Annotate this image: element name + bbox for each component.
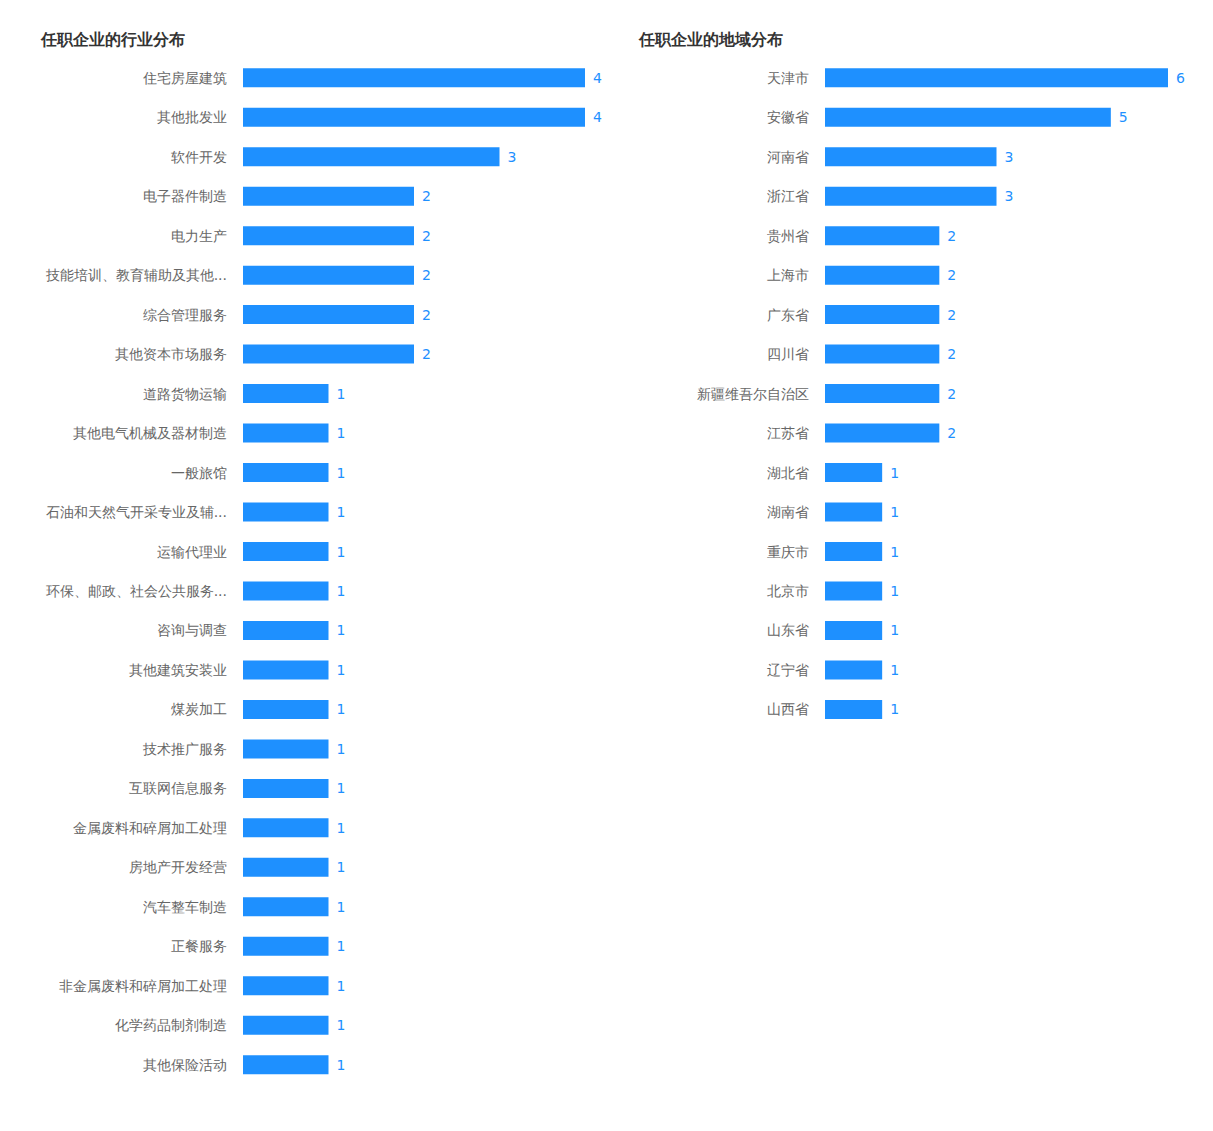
svg-text:1: 1 — [337, 465, 346, 481]
svg-text:2: 2 — [947, 346, 956, 362]
svg-text:1: 1 — [337, 1057, 346, 1073]
svg-text:3: 3 — [1005, 188, 1014, 204]
svg-text:1: 1 — [337, 1017, 346, 1033]
svg-text:道路货物运输: 道路货物运输 — [143, 386, 227, 402]
svg-text:1: 1 — [890, 701, 899, 717]
svg-text:湖北省: 湖北省 — [767, 465, 809, 481]
svg-text:其他建筑安装业: 其他建筑安装业 — [129, 662, 227, 678]
svg-text:1: 1 — [337, 662, 346, 678]
svg-text:汽车整车制造: 汽车整车制造 — [143, 899, 227, 915]
svg-text:电子器件制造: 电子器件制造 — [143, 188, 227, 204]
svg-text:辽宁省: 辽宁省 — [767, 662, 809, 678]
svg-text:1: 1 — [337, 820, 346, 836]
svg-text:3: 3 — [508, 149, 517, 165]
svg-text:任职企业的行业分布: 任职企业的行业分布 — [40, 30, 185, 49]
svg-text:其他批发业: 其他批发业 — [157, 109, 227, 125]
svg-text:2: 2 — [947, 425, 956, 441]
svg-text:山东省: 山东省 — [767, 622, 809, 638]
svg-text:金属废料和碎屑加工处理: 金属废料和碎屑加工处理 — [73, 820, 227, 836]
svg-text:软件开发: 软件开发 — [171, 149, 227, 165]
svg-text:浙江省: 浙江省 — [767, 188, 809, 204]
svg-text:1: 1 — [890, 622, 899, 638]
svg-text:房地产开发经营: 房地产开发经营 — [129, 859, 227, 875]
svg-text:广东省: 广东省 — [767, 307, 809, 323]
svg-text:正餐服务: 正餐服务 — [171, 938, 227, 954]
svg-text:综合管理服务: 综合管理服务 — [143, 307, 227, 323]
svg-text:一般旅馆: 一般旅馆 — [171, 465, 227, 481]
svg-text:1: 1 — [337, 622, 346, 638]
svg-text:技术推广服务: 技术推广服务 — [142, 741, 227, 757]
svg-text:1: 1 — [890, 544, 899, 560]
svg-text:1: 1 — [337, 899, 346, 915]
svg-text:2: 2 — [947, 267, 956, 283]
svg-text:石油和天然气开采专业及辅...: 石油和天然气开采专业及辅... — [46, 504, 227, 520]
svg-text:贵州省: 贵州省 — [767, 228, 809, 244]
svg-text:新疆维吾尔自治区: 新疆维吾尔自治区 — [697, 386, 809, 402]
svg-text:山西省: 山西省 — [767, 701, 809, 717]
svg-text:天津市: 天津市 — [767, 70, 809, 86]
svg-text:2: 2 — [422, 307, 431, 323]
svg-text:其他资本市场服务: 其他资本市场服务 — [115, 346, 227, 362]
svg-text:电力生产: 电力生产 — [171, 228, 227, 244]
svg-text:2: 2 — [422, 228, 431, 244]
svg-text:1: 1 — [890, 583, 899, 599]
svg-text:北京市: 北京市 — [767, 583, 809, 599]
svg-text:化学药品制剂制造: 化学药品制剂制造 — [115, 1017, 227, 1033]
svg-text:1: 1 — [890, 465, 899, 481]
svg-text:安徽省: 安徽省 — [767, 109, 809, 125]
svg-text:煤炭加工: 煤炭加工 — [171, 701, 227, 717]
svg-text:2: 2 — [422, 346, 431, 362]
svg-text:其他保险活动: 其他保险活动 — [143, 1057, 227, 1073]
svg-text:1: 1 — [890, 662, 899, 678]
svg-text:环保、邮政、社会公共服务...: 环保、邮政、社会公共服务... — [46, 583, 227, 599]
svg-text:非金属废料和碎屑加工处理: 非金属废料和碎屑加工处理 — [59, 978, 227, 994]
svg-text:6: 6 — [1176, 70, 1185, 86]
svg-text:1: 1 — [337, 978, 346, 994]
svg-text:1: 1 — [337, 859, 346, 875]
svg-text:1: 1 — [337, 701, 346, 717]
svg-text:1: 1 — [337, 425, 346, 441]
svg-text:互联网信息服务: 互联网信息服务 — [129, 780, 227, 796]
svg-text:江苏省: 江苏省 — [767, 425, 809, 441]
svg-text:1: 1 — [337, 583, 346, 599]
svg-text:5: 5 — [1119, 109, 1128, 125]
svg-text:重庆市: 重庆市 — [767, 544, 809, 560]
svg-text:2: 2 — [947, 228, 956, 244]
svg-text:上海市: 上海市 — [767, 267, 809, 283]
svg-text:1: 1 — [337, 504, 346, 520]
svg-text:1: 1 — [337, 386, 346, 402]
svg-text:四川省: 四川省 — [767, 346, 809, 362]
svg-text:2: 2 — [422, 267, 431, 283]
svg-text:咨询与调查: 咨询与调查 — [157, 622, 227, 638]
svg-text:技能培训、教育辅助及其他...: 技能培训、教育辅助及其他... — [45, 267, 227, 283]
svg-text:2: 2 — [422, 188, 431, 204]
svg-text:3: 3 — [1005, 149, 1014, 165]
svg-text:2: 2 — [947, 386, 956, 402]
svg-text:任职企业的地域分布: 任职企业的地域分布 — [638, 30, 783, 49]
svg-text:湖南省: 湖南省 — [767, 504, 809, 520]
svg-text:2: 2 — [947, 307, 956, 323]
svg-text:1: 1 — [337, 544, 346, 560]
svg-text:住宅房屋建筑: 住宅房屋建筑 — [142, 70, 227, 86]
svg-text:1: 1 — [337, 780, 346, 796]
svg-text:1: 1 — [337, 938, 346, 954]
svg-text:运输代理业: 运输代理业 — [157, 544, 227, 560]
svg-text:4: 4 — [593, 70, 602, 86]
svg-text:4: 4 — [593, 109, 602, 125]
svg-text:1: 1 — [337, 741, 346, 757]
svg-text:1: 1 — [890, 504, 899, 520]
svg-text:其他电气机械及器材制造: 其他电气机械及器材制造 — [73, 425, 227, 441]
svg-text:河南省: 河南省 — [767, 149, 809, 165]
